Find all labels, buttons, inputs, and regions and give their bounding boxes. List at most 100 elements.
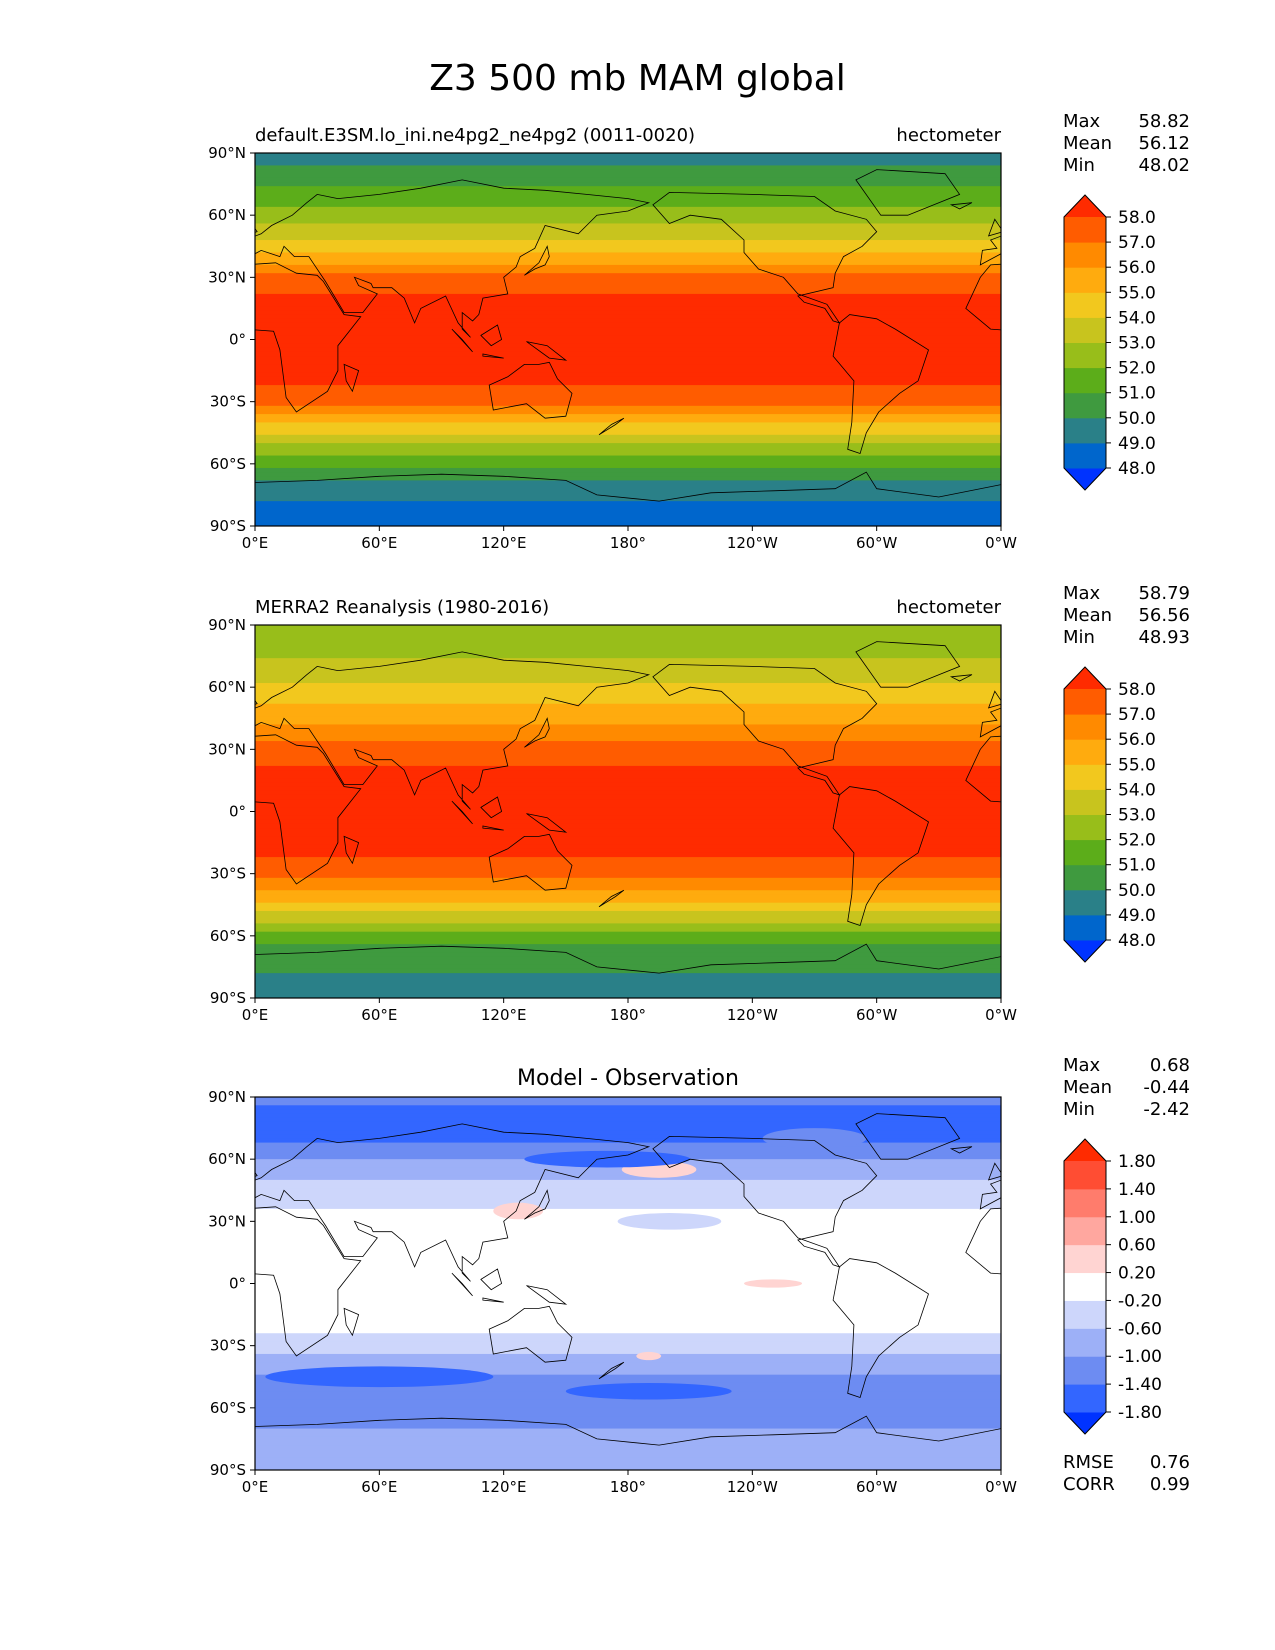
x-tick-label: 120°W	[727, 534, 778, 552]
x-tick-label: 60°E	[361, 1478, 397, 1496]
metric-label: CORR	[1063, 1474, 1115, 1495]
coastline	[451, 1272, 473, 1297]
contour-band	[255, 492, 1001, 498]
colorbar-segment	[1064, 1384, 1106, 1413]
contour-band	[255, 177, 1001, 183]
x-tick-label: 120°W	[727, 1478, 778, 1496]
contour-band	[255, 633, 1001, 639]
coastline	[1198, 1273, 1219, 1296]
contour-band	[255, 1146, 1001, 1152]
contour-band	[255, 1316, 1001, 1322]
x-tick-label: 60°E	[361, 534, 397, 552]
contour-band	[255, 790, 1001, 796]
coastline	[255, 262, 362, 413]
contour-band	[255, 699, 1001, 705]
contour-band	[255, 1105, 1001, 1111]
colorbar-segment	[1064, 1328, 1106, 1357]
contour-band	[255, 886, 1001, 891]
contour-band	[255, 645, 1001, 651]
colorbar-tick-label: 49.0	[1118, 906, 1156, 926]
contour-band	[255, 927, 1001, 933]
contour-band	[255, 335, 1001, 341]
y-tick-label: 0°	[229, 331, 246, 349]
contour-band	[255, 206, 1001, 212]
contour-band	[255, 828, 1001, 833]
contour-band	[255, 1196, 1001, 1202]
coastline	[451, 328, 473, 353]
colorbar-segment	[1064, 689, 1106, 715]
contour-band	[255, 869, 1001, 875]
contour-band	[255, 235, 1001, 241]
contour-band	[255, 939, 1001, 945]
coastline	[451, 800, 473, 825]
contour-band	[255, 782, 1001, 788]
contour-band	[255, 637, 1001, 643]
stat-value: 58.79	[1138, 583, 1190, 604]
panel-units: hectometer	[896, 597, 1001, 618]
contour-band	[255, 438, 1001, 444]
contour-band	[255, 687, 1001, 692]
contour-band	[255, 376, 1001, 382]
colorbar-segment	[1064, 1161, 1106, 1190]
contour-band	[255, 1403, 1001, 1409]
coastline	[598, 417, 625, 436]
contour-band	[255, 716, 1001, 721]
contour-band	[255, 654, 1001, 659]
coastline	[1198, 329, 1219, 352]
contour-band	[255, 1121, 1001, 1127]
contour-band	[255, 765, 1001, 771]
panel-test: 0°E 60°E 120°E 180° 120°W 60°W 0°W 90°N 60°N 30°N…	[208, 111, 1219, 552]
x-tick-label: 60°W	[856, 1478, 898, 1496]
x-tick-label: 0°E	[242, 1478, 269, 1496]
anomaly-patch	[636, 1351, 662, 1361]
stat-value: 56.56	[1138, 605, 1190, 626]
contour-band	[255, 1345, 1001, 1351]
anomaly-patch	[524, 1150, 691, 1168]
contour-band	[255, 1134, 1001, 1140]
coastline	[1235, 834, 1275, 890]
contour-band	[255, 447, 1001, 452]
contour-band	[255, 343, 1001, 349]
contour-band	[255, 683, 1001, 688]
coastline	[1235, 1306, 1275, 1362]
coastline	[1270, 1190, 1275, 1219]
contour-band	[255, 1138, 1001, 1144]
y-tick-label: 30°S	[210, 865, 246, 883]
coastline	[855, 1113, 961, 1160]
coastline	[526, 813, 568, 833]
contour-band	[255, 476, 1001, 482]
contour-band	[255, 931, 1001, 937]
coastline	[482, 353, 504, 359]
contour-band	[255, 252, 1001, 258]
colorbar-tick-label: 55.0	[1118, 755, 1156, 775]
contour-band	[255, 1208, 1001, 1214]
x-tick-label: 120°E	[481, 1006, 527, 1024]
contour-band	[255, 960, 1001, 966]
colorbar-segment	[1064, 1356, 1106, 1385]
contour-band	[255, 910, 1001, 916]
contour-band	[255, 161, 1001, 167]
colorbar-segment	[1064, 739, 1106, 765]
colorbar-tick-label: 57.0	[1118, 705, 1156, 725]
coastline	[343, 1307, 360, 1337]
contour-band	[255, 1213, 1001, 1218]
contour-band	[255, 819, 1001, 825]
contour-band	[255, 153, 1001, 158]
y-tick-label: 60°S	[210, 455, 246, 473]
contour-band	[255, 496, 1001, 502]
coastline	[524, 245, 550, 276]
colorbar-tick-label: 52.0	[1118, 359, 1156, 379]
contour-band	[255, 240, 1001, 245]
colorbar-tick-label: 58.0	[1118, 680, 1156, 700]
coastline	[1000, 954, 1001, 998]
contour-band	[255, 707, 1001, 713]
stat-label: Mean	[1063, 133, 1112, 154]
contour-band	[255, 724, 1001, 730]
colorbar-extend-high	[1064, 667, 1106, 689]
contour-band	[255, 1312, 1001, 1318]
stat-label: Min	[1063, 627, 1095, 648]
contour-band	[255, 662, 1001, 668]
contour-band	[255, 372, 1001, 378]
contour-band	[255, 1250, 1001, 1256]
y-tick-label: 60°S	[210, 927, 246, 945]
